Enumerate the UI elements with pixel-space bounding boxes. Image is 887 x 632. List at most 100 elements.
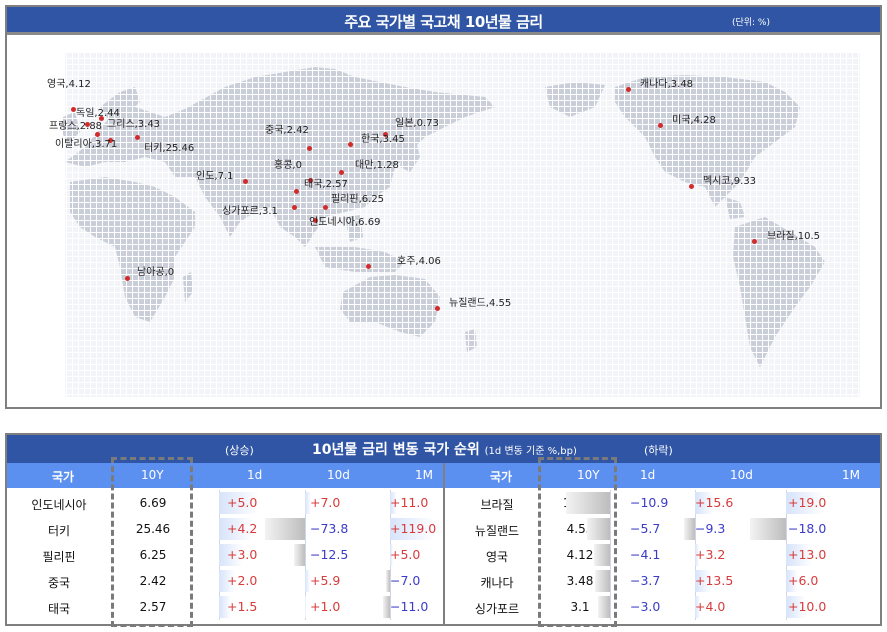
- marker-dot: [108, 138, 113, 143]
- marker-dot: [658, 123, 663, 128]
- bar-axis: [610, 490, 611, 516]
- change-d1: +3.0: [227, 547, 258, 562]
- rising-label: (상승): [225, 444, 254, 457]
- change-d10: +3.2: [695, 547, 726, 562]
- marker-dot: [752, 239, 757, 244]
- data-bar: [305, 596, 306, 618]
- data-bar: [683, 518, 695, 540]
- marker-dot: [323, 205, 328, 210]
- col-1d: 1d: [247, 468, 263, 482]
- table-row: 필리핀 6.25 +3.0 −12.5 +5.0: [7, 542, 443, 568]
- change-d10: −9.3: [695, 521, 726, 536]
- country-name: 캐나다: [480, 576, 514, 590]
- data-bar: [695, 596, 700, 618]
- data-bar: [587, 518, 610, 540]
- world-map: 영국,4.12 독일,2.44 프랑스,2.88 그리스,3.43 이탈리아,3.71 터…: [25, 47, 865, 402]
- change-d1: −3.0: [630, 599, 661, 614]
- marker-dot: [339, 170, 344, 175]
- marker-dot: [71, 107, 76, 112]
- change-d1: +5.0: [227, 495, 258, 510]
- marker-label: 인도네시아,6.69: [309, 217, 381, 228]
- change-d10: +5.9: [310, 573, 341, 588]
- marker-dot: [366, 264, 371, 269]
- marker-label: 캐나다,3.48: [640, 79, 694, 90]
- data-bar: [219, 570, 235, 592]
- change-m1: +10.0: [788, 599, 827, 614]
- change-d10: +7.0: [310, 495, 341, 510]
- data-bar: [786, 570, 798, 592]
- change-d10: −73.8: [310, 521, 349, 536]
- marker-label: 중국,2.42: [265, 125, 309, 136]
- marker-label: 대만,1.28: [355, 160, 399, 171]
- data-bar: [390, 544, 393, 566]
- marker-dot: [689, 184, 694, 189]
- col-country: 국가: [52, 470, 75, 484]
- marker-label: 남아공,0: [137, 267, 175, 278]
- data-bar: [305, 570, 311, 592]
- yield-10y: 2.42: [139, 574, 167, 588]
- data-bar: [219, 596, 231, 618]
- data-bar: [383, 596, 390, 618]
- marker-label: 일본,0.73: [395, 118, 439, 129]
- marker-label: 프랑스,2.88: [49, 121, 103, 132]
- table-divider: [443, 463, 445, 626]
- marker-dot: [243, 179, 248, 184]
- country-name: 인도네시아: [31, 498, 87, 512]
- table-row: 태국 2.57 +1.5 +1.0 −11.0: [7, 594, 443, 620]
- map-title-bar: 주요 국가별 국고채 10년물 금리 (단위: %): [7, 7, 880, 35]
- marker-label: 독일,2.44: [76, 108, 120, 119]
- change-d10: −12.5: [310, 547, 349, 562]
- table-row: 영국 4.12 −4.1 +3.2 +13.0: [445, 542, 880, 568]
- bar-axis: [390, 568, 391, 594]
- marker-dot: [85, 122, 90, 127]
- col-10y: 10Y: [141, 468, 164, 482]
- bar-axis: [610, 516, 611, 542]
- change-m1: +6.0: [788, 573, 819, 588]
- marker-label: 싱가포르,3.1: [222, 206, 278, 217]
- change-d1: −3.7: [630, 573, 661, 588]
- marker-label: 터키,25.46: [144, 143, 195, 154]
- data-bar: [695, 544, 699, 566]
- change-d1: −10.9: [630, 495, 669, 510]
- change-d1: +2.0: [227, 573, 258, 588]
- marker-dot: [383, 132, 388, 137]
- change-d10: +13.5: [695, 573, 734, 588]
- bar-axis: [390, 594, 391, 620]
- marker-label: 뉴질랜드,4.55: [449, 298, 512, 309]
- col-10d: 10d: [730, 468, 753, 482]
- marker-dot: [292, 205, 297, 210]
- data-bar: [305, 492, 312, 514]
- marker-dot: [135, 135, 140, 140]
- country-name: 태국: [47, 602, 71, 616]
- yield-10y: 4.55: [566, 522, 594, 536]
- change-d1: +1.5: [227, 599, 258, 614]
- ranking-panel: (상승) 10년물 금리 변동 국가 순위 (1d 변동 기준 %,bp) (하…: [5, 433, 882, 627]
- change-m1: −11.0: [390, 599, 429, 614]
- change-m1: +19.0: [788, 495, 827, 510]
- bar-axis: [305, 516, 306, 542]
- change-m1: −18.0: [788, 521, 827, 536]
- table-row: 중국 2.42 +2.0 +5.9 −7.0: [7, 568, 443, 594]
- country-name: 싱가포르: [474, 602, 520, 616]
- marker-label: 태국,2.57: [304, 179, 348, 190]
- data-bar: [265, 518, 305, 540]
- col-1m: 1M: [842, 468, 860, 482]
- map-unit: (단위: %): [731, 18, 770, 28]
- table-row: 싱가포르 3.1 −3.0 +4.0 +10.0: [445, 594, 880, 620]
- bar-axis: [695, 516, 696, 542]
- marker-label: 홍콩,0: [274, 160, 302, 171]
- yield-10y: 3.48: [566, 574, 594, 588]
- marker-label: 호주,4.06: [397, 256, 441, 267]
- table-row: 캐나다 3.48 −3.7 +13.5 +6.0: [445, 568, 880, 594]
- data-bar: [598, 596, 610, 618]
- data-bar: [593, 544, 610, 566]
- map-title: 주요 국가별 국고채 10년물 금리: [344, 13, 543, 31]
- country-name: 중국: [47, 576, 71, 590]
- change-d10: +1.0: [310, 599, 341, 614]
- data-bar: [219, 544, 243, 566]
- bar-axis: [610, 542, 611, 568]
- country-name: 터키: [47, 524, 71, 538]
- data-bar: [390, 492, 397, 514]
- rising-10y-highlight: [111, 457, 193, 627]
- col-1d: 1d: [640, 468, 656, 482]
